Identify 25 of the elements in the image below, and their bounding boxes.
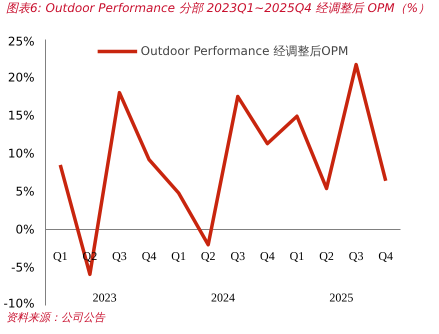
x-tick-label: Q4 bbox=[142, 249, 156, 264]
y-tick-label: -5% bbox=[11, 260, 35, 274]
y-tick-label: -10% bbox=[4, 296, 35, 310]
x-tick-label: Q2 bbox=[200, 249, 216, 264]
annotation: 2024 bbox=[211, 290, 235, 305]
y-tick-label: 5% bbox=[15, 184, 35, 198]
y-tick-label: 15% bbox=[8, 108, 34, 122]
y-tick-label: 25% bbox=[8, 34, 34, 48]
x-tick-label: Q1 bbox=[290, 249, 304, 264]
x-tick-label: Q4 bbox=[260, 249, 275, 264]
x-tick-label: Q3 bbox=[230, 249, 246, 264]
annotation: 2023 bbox=[92, 290, 117, 305]
chart-title: 图表6: Outdoor Performance 分部 2023Q1~2025Q4 经调整后 OPM（%） bbox=[6, 0, 430, 16]
x-tick-label: Q3 bbox=[348, 249, 364, 264]
x-tick-label: Q3 bbox=[112, 249, 127, 264]
x-tick-label: Q1 bbox=[171, 249, 186, 264]
annotation: 2025 bbox=[329, 290, 354, 305]
y-tick-label: 10% bbox=[8, 146, 34, 160]
legend-label: Outdoor Performance 经调整后OPM bbox=[140, 42, 348, 60]
x-tick-label: Q4 bbox=[378, 249, 394, 264]
x-tick-label: Q2 bbox=[319, 249, 334, 264]
y-tick-label: 0% bbox=[15, 222, 35, 236]
x-tick-label: Q1 bbox=[52, 249, 68, 264]
text: 资料来源：公司公告 bbox=[6, 310, 105, 326]
y-tick-label: 20% bbox=[8, 70, 34, 84]
